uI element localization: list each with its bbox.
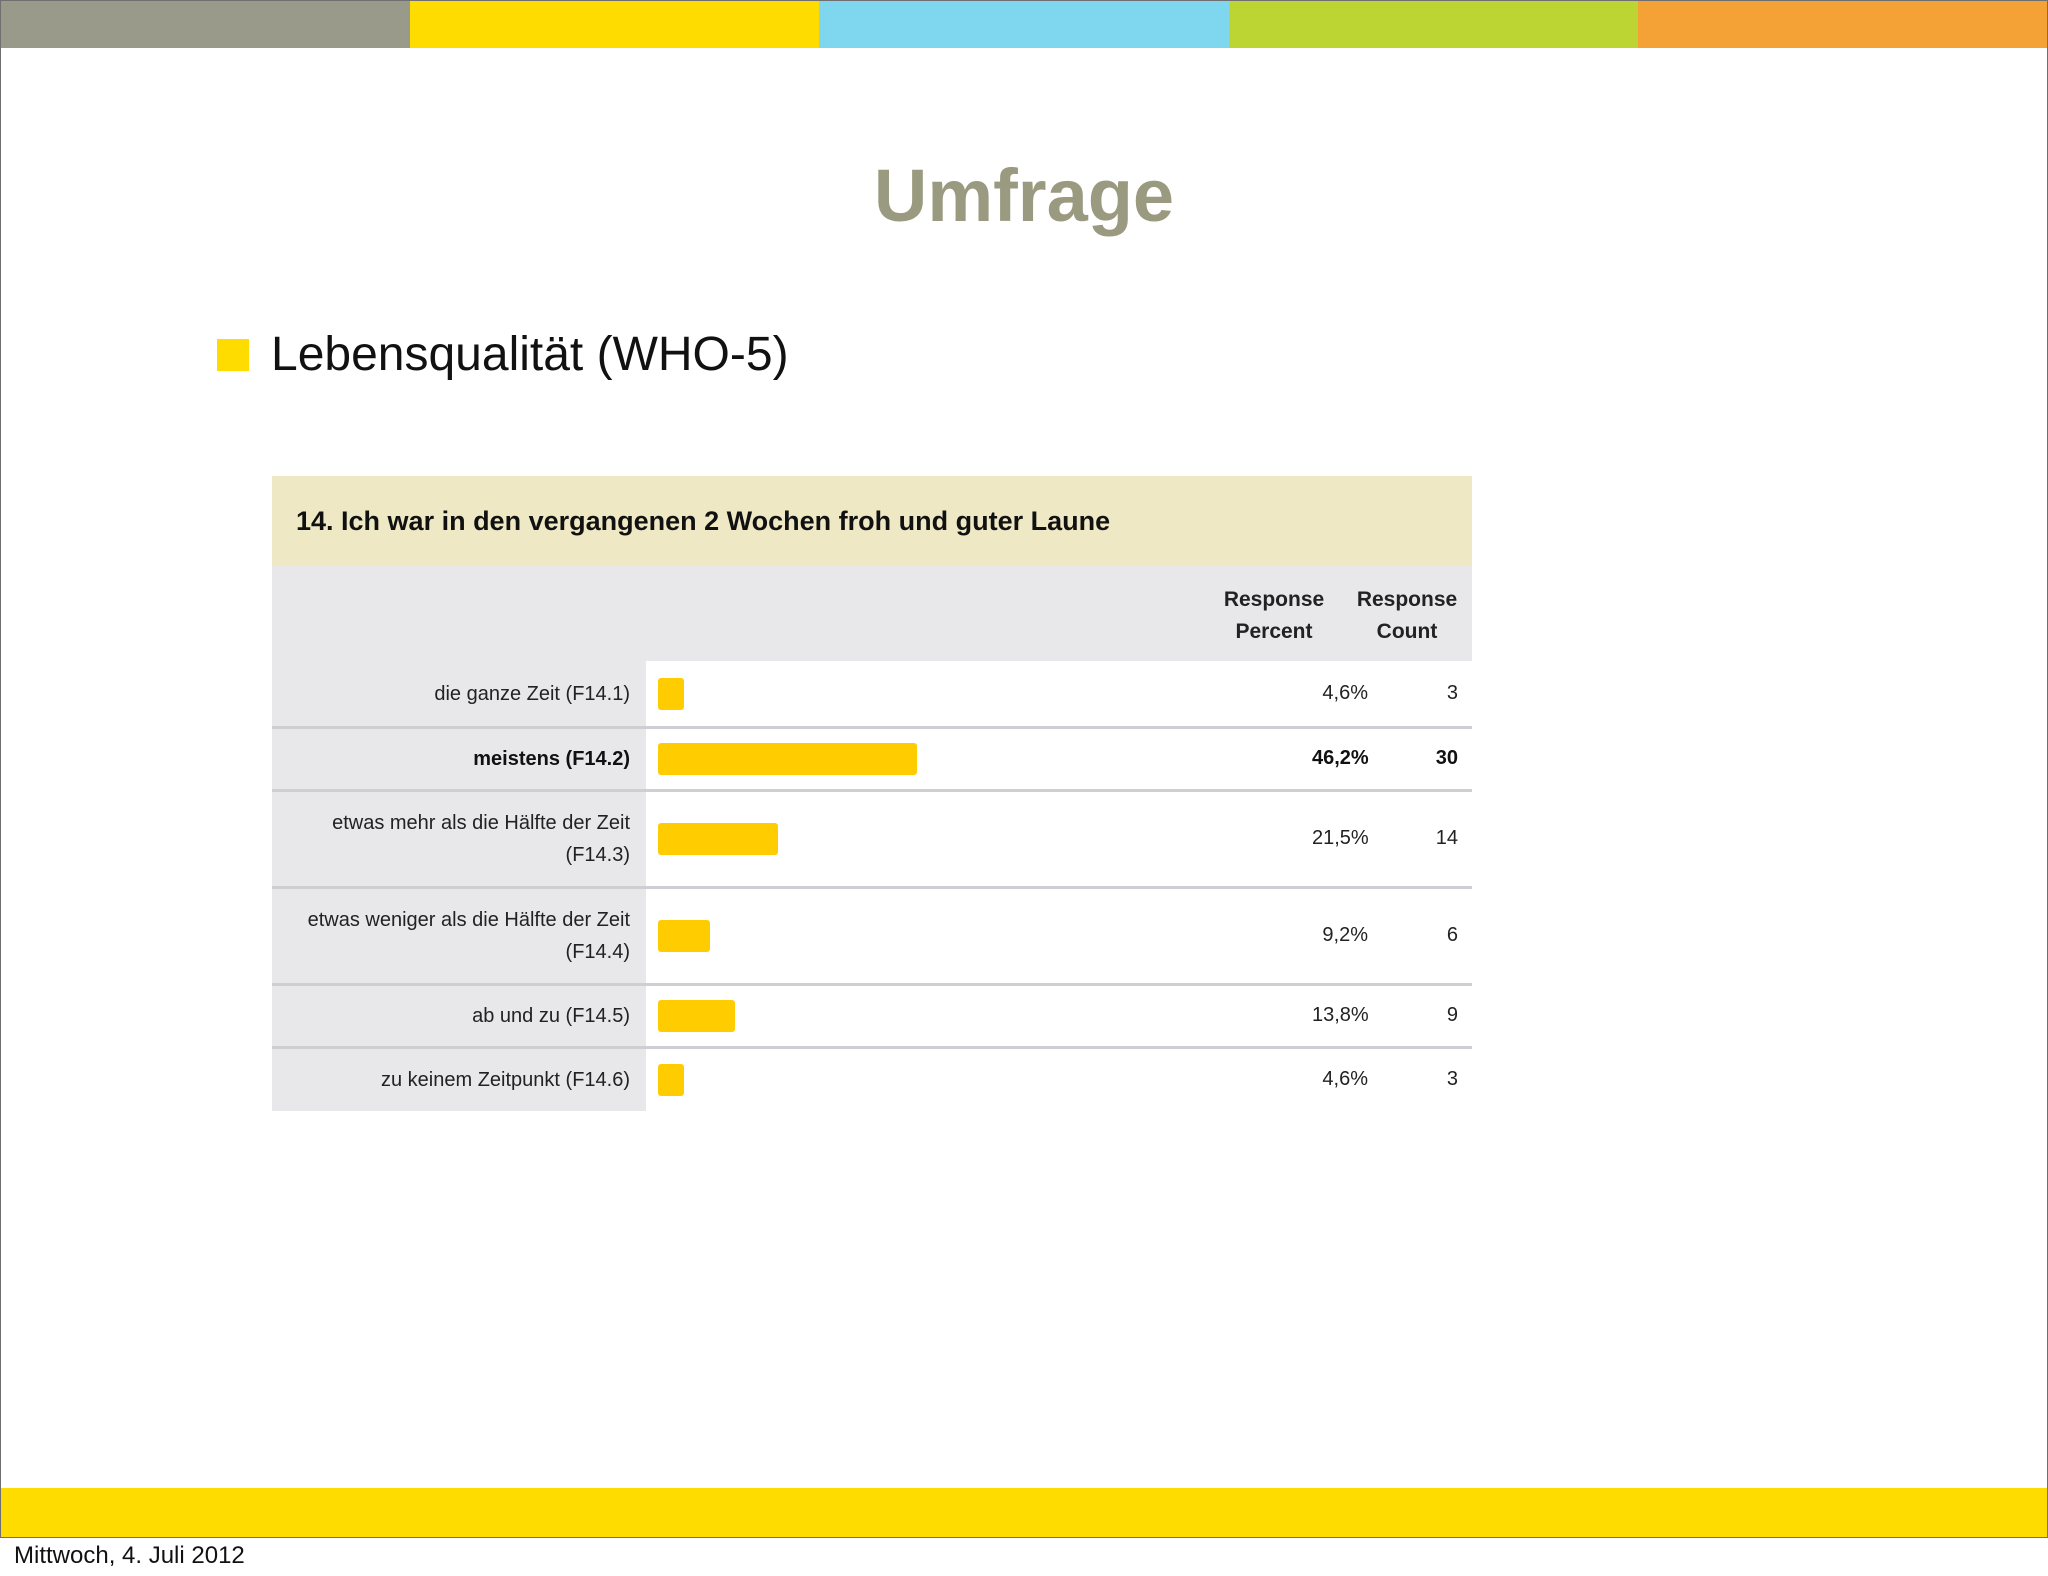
response-percent-value: 9,2% [1322,924,1368,946]
answer-label: zu keinem Zeitpunkt (F14.6) [272,1049,646,1111]
row-divider [272,1046,1472,1049]
bullet-text: Lebensqualität (WHO-5) [271,328,789,381]
answer-row: zu keinem Zeitpunkt (F14.6) 4,6% 3 [272,1049,1472,1111]
answer-bar [658,920,710,952]
response-percent-header: Response Percent [1199,584,1349,648]
response-percent-header-line-1: Response [1223,588,1325,611]
answer-row: etwas mehr als die Hälfte der Zeit (F14.… [272,792,1472,886]
stripe-segment-3 [819,1,1229,48]
response-count-value: 3 [1446,682,1458,704]
stripe-segment-1 [1,1,411,48]
answer-row: ab und zu (F14.5) 13,8% 9 [272,986,1472,1046]
answer-bar [658,743,917,775]
response-count-header-line-2: Count [1376,620,1438,643]
response-count-value: 9 [1446,1004,1458,1026]
color-stripe [1,1,2047,48]
answer-label: meistens (F14.2) [272,729,646,789]
answer-label: die ganze Zeit (F14.1) [272,661,646,726]
bottom-band [1,1488,2047,1537]
row-divider [272,886,1472,889]
row-divider [272,789,1472,792]
stripe-segment-4 [1228,1,1638,48]
answer-row: etwas weniger als die Hälfte der Zeit (F… [272,889,1472,983]
answer-label: ab und zu (F14.5) [272,986,646,1046]
slide: Umfrage Lebensqualität (WHO-5) 14. Ich w… [0,0,2048,1538]
response-percent-header-line-2: Percent [1235,620,1313,643]
survey-result-table: 14. Ich war in den vergangenen 2 Wochen … [272,476,1472,1111]
response-percent-value: 46,2% [1312,747,1369,769]
response-percent-value: 4,6% [1322,1068,1368,1090]
response-count-value: 30 [1435,747,1458,769]
response-percent-value: 13,8% [1312,1004,1369,1026]
response-count-header: Response Count [1332,584,1482,648]
stripe-segment-2 [410,1,820,48]
slide-title: Umfrage [873,154,1175,237]
response-percent-value: 4,6% [1322,682,1368,704]
answer-bar [658,823,778,855]
row-divider [272,726,1472,729]
answer-label: etwas weniger als die Hälfte der Zeit (F… [272,889,646,983]
answer-row: die ganze Zeit (F14.1) 4,6% 3 [272,661,1472,726]
column-header-row: Response Percent Response Count [272,566,1472,661]
response-count-header-line-1: Response [1356,588,1458,611]
bullet-square-icon [217,339,249,371]
answer-row: meistens (F14.2) 46,2% 30 [272,729,1472,789]
response-count-value: 3 [1446,1068,1458,1090]
bullet-item: Lebensqualität (WHO-5) [217,323,789,387]
response-count-value: 14 [1435,827,1458,849]
answer-bar [658,1000,735,1032]
question-title: 14. Ich war in den vergangenen 2 Wochen … [296,505,1111,536]
response-count-value: 6 [1446,924,1458,946]
row-divider [272,983,1472,986]
response-percent-value: 21,5% [1312,827,1369,849]
answer-bar [658,1064,684,1096]
answer-label: etwas mehr als die Hälfte der Zeit (F14.… [272,792,646,886]
date-footer: Mittwoch, 4. Juli 2012 [14,1542,245,1569]
answer-bar [658,678,684,710]
question-header: 14. Ich war in den vergangenen 2 Wochen … [272,476,1472,566]
stripe-segment-5 [1637,1,2047,48]
